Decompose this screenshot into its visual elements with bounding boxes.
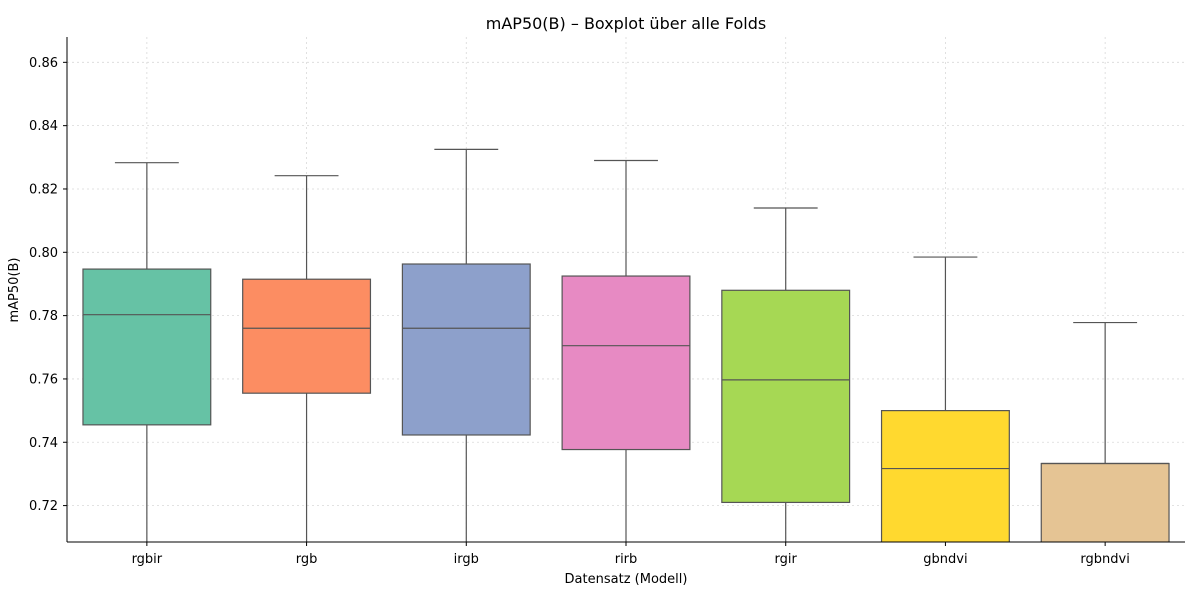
boxes [82,148,1170,542]
iqr-box [880,410,1010,542]
y-tick-label: 0.80 [29,246,58,261]
x-tick-label: rgb [296,552,318,567]
x-tick-label: gbndvi [923,552,967,567]
box-rgb [242,175,372,542]
chart-title: mAP50(B) – Boxplot über alle Folds [486,14,766,33]
y-tick-label: 0.76 [29,372,58,387]
iqr-box [242,278,372,394]
y-tick-label: 0.86 [29,56,58,71]
x-axis-label: Datensatz (Modell) [565,572,688,587]
y-tick-label: 0.72 [29,499,58,514]
iqr-box [82,268,212,426]
box-rgir [721,207,851,542]
box-rirb [561,159,691,542]
box-irgb [401,148,531,542]
y-tick-label: 0.84 [29,119,58,134]
x-tick-label: rirb [615,552,638,567]
iqr-box [721,289,851,504]
x-axis-ticks: rgbir rgb irgb rirb rgir gbndvi rgbndvi [132,542,1130,567]
x-tick-label: rgbir [132,552,163,567]
y-tick-label: 0.82 [29,182,58,197]
box-gbndvi [880,256,1010,542]
y-axis-label: mAP50(B) [7,258,22,323]
y-tick-label: 0.78 [29,309,58,324]
y-axis-ticks: 0.72 0.74 0.76 0.78 0.80 0.82 0.84 0.86 [29,56,67,514]
y-tick-label: 0.74 [29,436,58,451]
x-tick-label: rgbndvi [1080,552,1129,567]
iqr-box [561,275,691,451]
iqr-box [401,263,531,436]
x-tick-label: rgir [775,552,798,567]
iqr-box [1040,462,1170,542]
box-rgbndvi [1040,321,1170,542]
x-tick-label: irgb [454,552,479,567]
box-rgbir [82,162,212,542]
